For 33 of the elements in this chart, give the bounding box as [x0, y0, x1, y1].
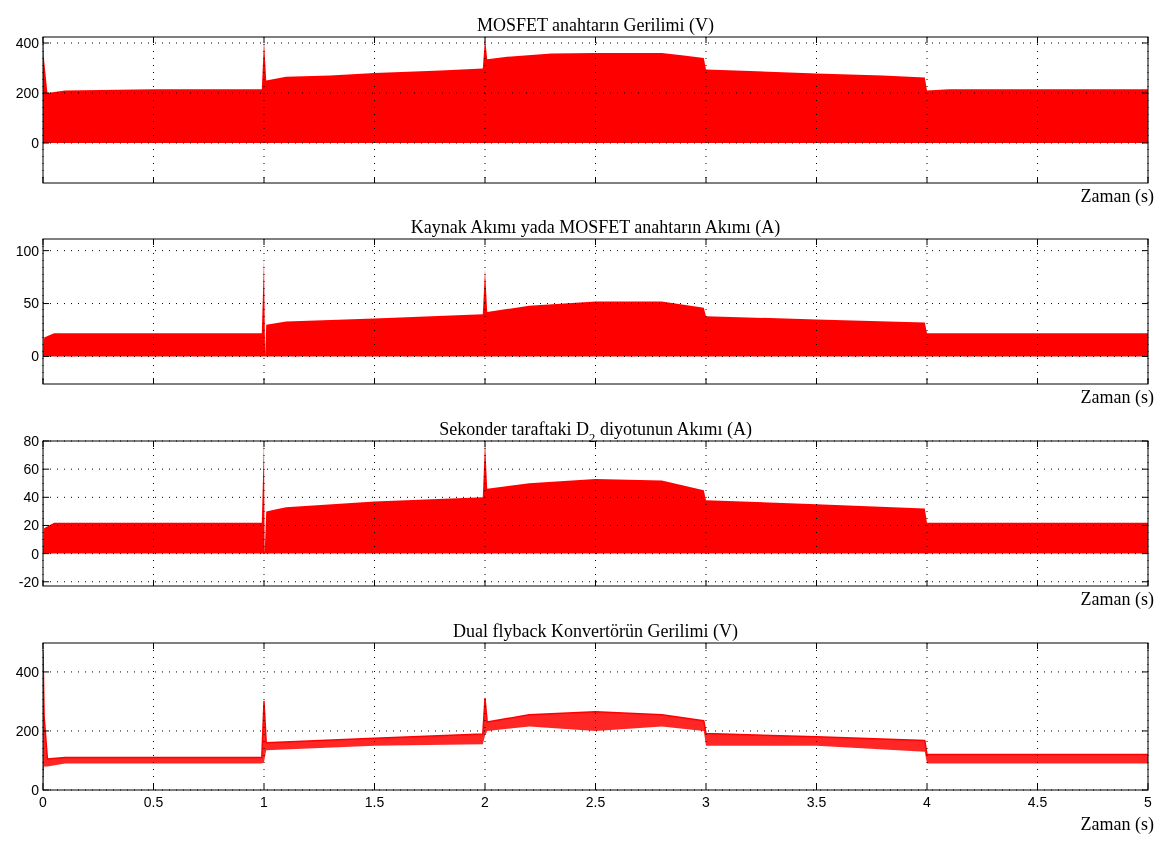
- x-tick-label: 4: [923, 794, 932, 810]
- y-tick-label: 20: [23, 517, 40, 534]
- chart-title: MOSFET anahtarın Gerilimi (V): [476, 15, 715, 36]
- y-tick-label: 400: [15, 663, 40, 680]
- y-tick-label: 0: [31, 545, 40, 562]
- y-tick-label: 200: [15, 722, 40, 739]
- y-tick-label: 0: [31, 134, 40, 151]
- chart-title: Kaynak Akımı yada MOSFET anahtarın Akımı (A): [410, 217, 781, 238]
- y-tick-label: 100: [15, 242, 40, 259]
- x-tick-label: 5: [1144, 794, 1153, 810]
- x-axis-title: Zaman (s): [1080, 589, 1154, 610]
- y-tick-label: 60: [23, 461, 40, 478]
- x-tick-label: 3.5: [806, 794, 827, 810]
- x-tick-label: 4.5: [1027, 794, 1048, 810]
- chart-title: Sekonder taraftaki D$_{2}$ diyotunun Akımı (A): [439, 419, 752, 445]
- y-tick-label: 50: [23, 295, 40, 312]
- y-tick-label: 200: [15, 84, 40, 101]
- y-tick-label: 80: [23, 432, 40, 449]
- y-tick-label: 40: [23, 489, 40, 506]
- x-axis-title: Zaman (s): [1080, 814, 1154, 835]
- x-tick-label: 3: [702, 794, 711, 810]
- x-axis-title: Zaman (s): [1080, 186, 1154, 207]
- y-tick-label: 400: [15, 34, 40, 51]
- x-tick-label: 1: [260, 794, 269, 810]
- chart-title: Dual flyback Konvertörün Gerilimi (V): [453, 621, 738, 642]
- x-tick-label: 1.5: [364, 794, 385, 810]
- x-tick-label: 0.5: [143, 794, 164, 810]
- y-tick-label: 0: [31, 348, 40, 365]
- x-tick-label: 2: [481, 794, 490, 810]
- x-tick-label: 2.5: [585, 794, 606, 810]
- y-tick-label: -20: [18, 573, 40, 590]
- y-tick-label: 0: [31, 781, 40, 798]
- x-axis-title: Zaman (s): [1080, 387, 1154, 408]
